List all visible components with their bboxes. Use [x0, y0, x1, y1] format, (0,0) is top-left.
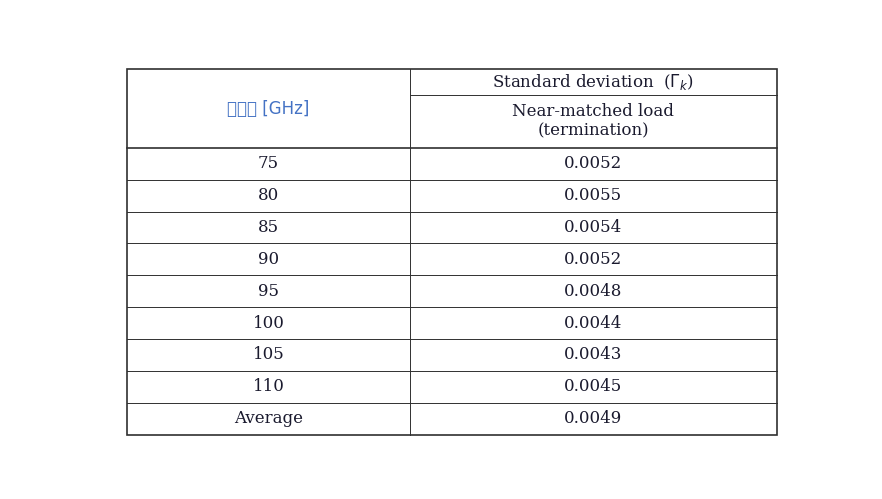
Text: (termination): (termination) [537, 123, 649, 140]
Text: 0.0048: 0.0048 [564, 283, 623, 300]
Text: 0.0044: 0.0044 [564, 314, 623, 331]
Text: 100: 100 [252, 314, 285, 331]
Text: 0.0054: 0.0054 [564, 219, 623, 236]
Text: Average: Average [234, 410, 303, 427]
Text: 0.0055: 0.0055 [564, 187, 623, 204]
Text: 0.0045: 0.0045 [564, 378, 623, 395]
Text: 80: 80 [258, 187, 280, 204]
Text: 95: 95 [258, 283, 279, 300]
Text: 주파수 [GHz]: 주파수 [GHz] [228, 100, 310, 118]
Text: 0.0043: 0.0043 [564, 346, 623, 363]
Text: 0.0052: 0.0052 [564, 155, 623, 172]
Text: 0.0052: 0.0052 [564, 251, 623, 268]
Text: 85: 85 [258, 219, 279, 236]
Text: 0.0049: 0.0049 [564, 410, 623, 427]
Text: 90: 90 [258, 251, 279, 268]
Text: Standard deviation  ($\mathit{\Gamma}_{k}$): Standard deviation ($\mathit{\Gamma}_{k}… [492, 72, 694, 92]
Text: 75: 75 [258, 155, 279, 172]
Text: Near-matched load: Near-matched load [512, 103, 674, 120]
Text: 110: 110 [252, 378, 285, 395]
Text: 105: 105 [253, 346, 285, 363]
